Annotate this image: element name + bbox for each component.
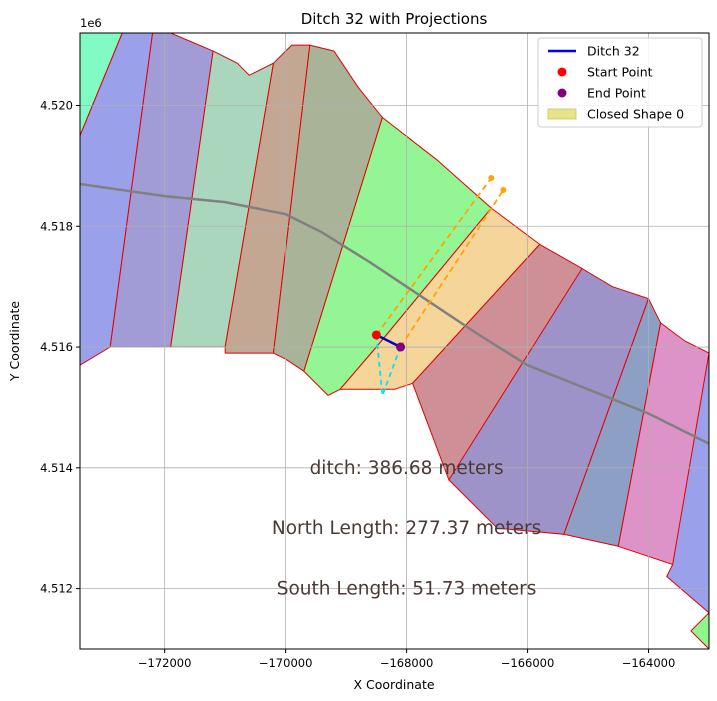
strip-polygon-13: [690, 612, 709, 649]
x-tick-label-0: −172000: [138, 656, 192, 670]
ditch-32-line: [375, 333, 402, 349]
y-tick-label-3: 4.518: [40, 219, 73, 233]
legend-swatch-dot-1: [557, 67, 567, 77]
y-tick-label-2: 4.516: [40, 340, 73, 354]
x-tick-label-1: −170000: [259, 656, 313, 670]
lines-layer: [80, 174, 709, 445]
north-projection-endpoint-0: [488, 174, 495, 181]
y-offset-label: 1e6: [80, 16, 102, 30]
y-axis: 4.512 4.514 4.516 4.518 4.520: [40, 98, 80, 596]
x-tick-label-3: −166000: [501, 656, 555, 670]
annotation-layer: ditch: 386.68 meters North Length: 277.37…: [272, 458, 541, 600]
annotation-1: North Length: 277.37 meters: [272, 518, 541, 539]
grid-layer: [80, 33, 709, 649]
ditch-path-line: [80, 182, 709, 445]
legend-swatch-patch-3: [547, 108, 577, 120]
annotation-0: ditch: 386.68 meters: [310, 458, 504, 479]
north-projection-line-0: [375, 177, 493, 336]
x-tick-label-4: −164000: [622, 656, 676, 670]
legend-box: [537, 37, 703, 128]
south-projection-line-0: [375, 334, 384, 396]
y-tick-label-4: 4.520: [40, 98, 73, 112]
end-point-marker: [396, 342, 406, 352]
x-tick-label-2: −168000: [380, 656, 434, 670]
x-axis: −172000 −170000 −168000 −166000 −164000: [138, 649, 675, 670]
legend-label-3: Closed Shape 0: [587, 107, 684, 122]
legend: Ditch 32 Start Point End Point Closed Shape…: [537, 37, 703, 128]
legend-label-1: Start Point: [587, 65, 653, 80]
legend-label-0: Ditch 32: [587, 44, 640, 59]
north-projection-line-1: [399, 189, 505, 348]
legend-label-2: End Point: [587, 86, 646, 101]
legend-swatch-dot-2: [557, 88, 567, 98]
strip-polygon-12: [666, 353, 709, 614]
y-tick-label-1: 4.514: [40, 461, 73, 475]
plot-frame: [79, 32, 710, 650]
x-axis-label: X Coordinate: [353, 677, 434, 692]
y-axis-label: Y Coordinate: [7, 301, 22, 382]
start-point-marker: [371, 330, 381, 340]
annotation-2: South Length: 51.73 meters: [277, 579, 537, 600]
chart-title: Ditch 32 with Projections: [301, 10, 488, 28]
y-tick-label-0: 4.512: [40, 582, 73, 596]
north-projection-endpoint-1: [500, 187, 507, 194]
